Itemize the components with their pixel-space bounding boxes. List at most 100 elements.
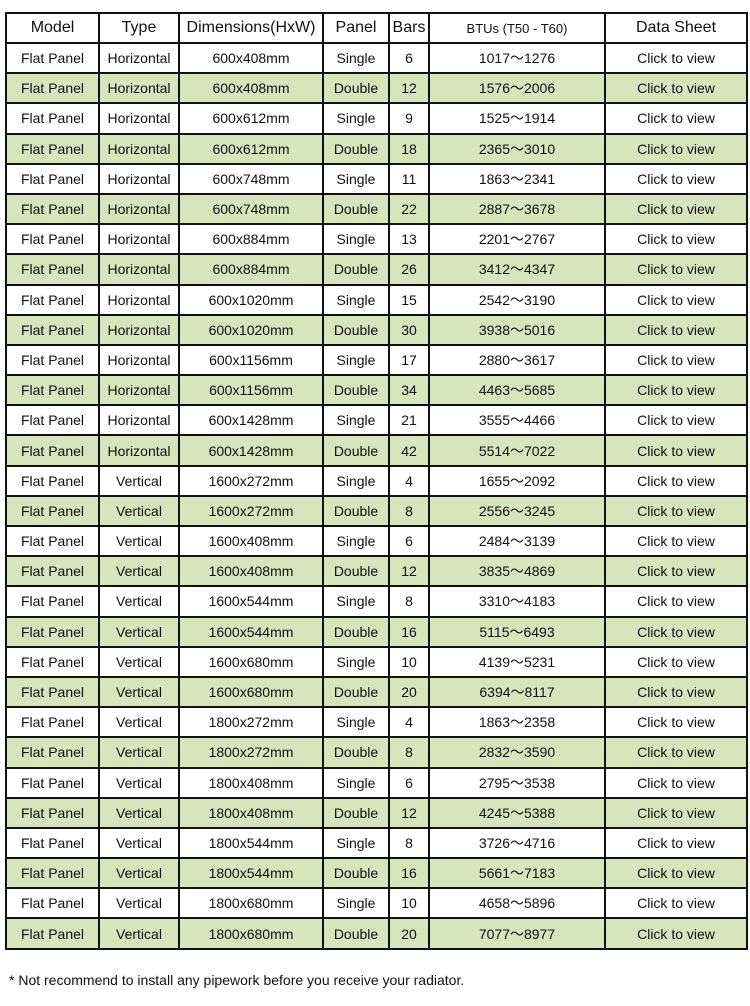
cell-btus: 7077～8977 xyxy=(428,917,606,950)
cell-type: Vertical xyxy=(98,464,180,497)
data-sheet-link[interactable]: Click to view xyxy=(604,826,748,860)
cell-model: Flat Panel xyxy=(5,192,100,226)
data-sheet-link[interactable]: Click to view xyxy=(604,766,748,799)
cell-model: Flat Panel xyxy=(5,313,100,346)
data-sheet-link[interactable]: Click to view xyxy=(604,887,748,920)
cell-dimensions: 1600x272mm xyxy=(178,494,324,528)
cell-panel: Double xyxy=(322,374,390,407)
cell-dimensions: 600x748mm xyxy=(178,192,324,226)
table-row: Flat Panel Vertical 1600x408mm Single 6 2484～… xyxy=(5,524,748,558)
cell-model: Flat Panel xyxy=(5,223,100,256)
cell-model: Flat Panel xyxy=(5,675,100,709)
footnote: * Not recommend to install any pipework … xyxy=(9,972,465,988)
cell-btus: 3938～5016 xyxy=(428,313,606,346)
data-sheet-link[interactable]: Click to view xyxy=(604,615,748,648)
cell-type: Horizontal xyxy=(98,253,180,286)
header-bars: Bars xyxy=(388,12,430,44)
data-sheet-link[interactable]: Click to view xyxy=(604,374,748,407)
cell-bars: 21 xyxy=(388,404,430,437)
data-sheet-link[interactable]: Click to view xyxy=(604,41,748,75)
cell-model: Flat Panel xyxy=(5,464,100,497)
data-sheet-link[interactable]: Click to view xyxy=(604,434,748,467)
data-sheet-link[interactable]: Click to view xyxy=(604,72,748,105)
table-row: Flat Panel Horizontal 600x408mm Single 6 1017… xyxy=(5,41,748,75)
cell-bars: 9 xyxy=(388,102,430,135)
data-sheet-link[interactable]: Click to view xyxy=(604,132,748,165)
data-sheet-link[interactable]: Click to view xyxy=(604,162,748,195)
header-model: Model xyxy=(5,12,100,44)
cell-dimensions: 1600x408mm xyxy=(178,524,324,558)
cell-model: Flat Panel xyxy=(5,72,100,105)
cell-bars: 11 xyxy=(388,162,430,195)
data-sheet-link[interactable]: Click to view xyxy=(604,524,748,558)
cell-panel: Double xyxy=(322,615,390,648)
cell-bars: 20 xyxy=(388,917,430,950)
cell-btus: 6394～8117 xyxy=(428,675,606,709)
cell-btus: 2484～3139 xyxy=(428,524,606,558)
cell-panel: Double xyxy=(322,857,390,890)
data-sheet-link[interactable]: Click to view xyxy=(604,253,748,286)
data-sheet-link[interactable]: Click to view xyxy=(604,404,748,437)
cell-panel: Double xyxy=(322,313,390,346)
cell-model: Flat Panel xyxy=(5,917,100,950)
cell-btus: 2880～3617 xyxy=(428,343,606,377)
table-row: Flat Panel Horizontal 600x1020mm Double 30 39… xyxy=(5,313,748,346)
cell-dimensions: 600x884mm xyxy=(178,253,324,286)
table-row: Flat Panel Horizontal 600x884mm Double 26 341… xyxy=(5,253,748,286)
data-sheet-link[interactable]: Click to view xyxy=(604,857,748,890)
cell-type: Vertical xyxy=(98,675,180,709)
cell-btus: 3310～4183 xyxy=(428,585,606,618)
cell-model: Flat Panel xyxy=(5,132,100,165)
cell-type: Horizontal xyxy=(98,404,180,437)
table-row: Flat Panel Vertical 1800x680mm Single 10 4658… xyxy=(5,887,748,920)
data-sheet-link[interactable]: Click to view xyxy=(604,796,748,829)
data-sheet-link[interactable]: Click to view xyxy=(604,192,748,226)
data-sheet-link[interactable]: Click to view xyxy=(604,343,748,377)
cell-dimensions: 1600x408mm xyxy=(178,555,324,588)
table-row: Flat Panel Vertical 1800x272mm Single 4 1863～… xyxy=(5,706,748,739)
data-sheet-link[interactable]: Click to view xyxy=(604,585,748,618)
cell-model: Flat Panel xyxy=(5,494,100,528)
cell-type: Horizontal xyxy=(98,223,180,256)
cell-type: Vertical xyxy=(98,857,180,890)
table-row: Flat Panel Vertical 1600x544mm Double 16 5115… xyxy=(5,615,748,648)
table-row: Flat Panel Horizontal 600x748mm Single 11 186… xyxy=(5,162,748,195)
table-row: Flat Panel Horizontal 600x408mm Double 12 157… xyxy=(5,72,748,105)
cell-dimensions: 600x1020mm xyxy=(178,313,324,346)
header-data-sheet: Data Sheet xyxy=(604,12,748,44)
cell-btus: 1863～2358 xyxy=(428,706,606,739)
radiator-spec-table: Model Type Dimensions(HxW) Panel Bars BTUs (T… xyxy=(5,12,748,950)
data-sheet-link[interactable]: Click to view xyxy=(604,675,748,709)
data-sheet-link[interactable]: Click to view xyxy=(604,223,748,256)
table-row: Flat Panel Vertical 1800x680mm Double 20 7077… xyxy=(5,917,748,950)
data-sheet-link[interactable]: Click to view xyxy=(604,706,748,739)
data-sheet-link[interactable]: Click to view xyxy=(604,736,748,769)
cell-model: Flat Panel xyxy=(5,766,100,799)
data-sheet-link[interactable]: Click to view xyxy=(604,917,748,950)
cell-btus: 2542～3190 xyxy=(428,283,606,316)
data-sheet-link[interactable]: Click to view xyxy=(604,102,748,135)
cell-type: Vertical xyxy=(98,736,180,769)
cell-bars: 17 xyxy=(388,343,430,377)
header-btus: BTUs (T50 - T60) xyxy=(428,12,606,44)
table-row: Flat Panel Horizontal 600x612mm Single 9 1525… xyxy=(5,102,748,135)
cell-bars: 8 xyxy=(388,494,430,528)
cell-btus: 1017～1276 xyxy=(428,41,606,75)
data-sheet-link[interactable]: Click to view xyxy=(604,645,748,678)
data-sheet-link[interactable]: Click to view xyxy=(604,313,748,346)
data-sheet-link[interactable]: Click to view xyxy=(604,494,748,528)
cell-model: Flat Panel xyxy=(5,887,100,920)
data-sheet-link[interactable]: Click to view xyxy=(604,464,748,497)
cell-btus: 1655～2092 xyxy=(428,464,606,497)
cell-type: Horizontal xyxy=(98,192,180,226)
cell-panel: Single xyxy=(322,162,390,195)
cell-dimensions: 1600x272mm xyxy=(178,464,324,497)
cell-model: Flat Panel xyxy=(5,343,100,377)
cell-btus: 3726～4716 xyxy=(428,826,606,860)
cell-type: Horizontal xyxy=(98,283,180,316)
cell-bars: 4 xyxy=(388,706,430,739)
cell-bars: 8 xyxy=(388,585,430,618)
data-sheet-link[interactable]: Click to view xyxy=(604,555,748,588)
cell-type: Horizontal xyxy=(98,41,180,75)
data-sheet-link[interactable]: Click to view xyxy=(604,283,748,316)
